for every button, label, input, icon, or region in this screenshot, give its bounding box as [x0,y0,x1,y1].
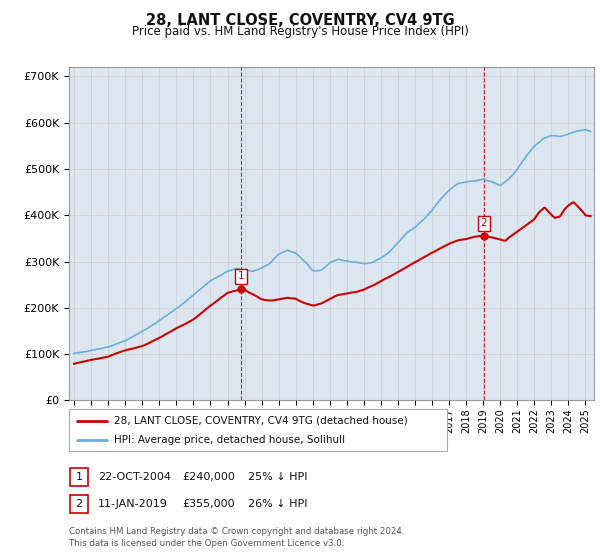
Text: 1: 1 [76,472,82,482]
Text: 2: 2 [76,499,82,509]
FancyBboxPatch shape [70,495,88,513]
Text: £240,000: £240,000 [182,472,235,482]
Text: HPI: Average price, detached house, Solihull: HPI: Average price, detached house, Soli… [115,435,346,445]
FancyBboxPatch shape [70,468,88,486]
Text: 28, LANT CLOSE, COVENTRY, CV4 9TG: 28, LANT CLOSE, COVENTRY, CV4 9TG [146,13,454,28]
Text: 11-JAN-2019: 11-JAN-2019 [98,499,167,509]
Text: £355,000: £355,000 [182,499,235,509]
Text: 22-OCT-2004: 22-OCT-2004 [98,472,171,482]
FancyBboxPatch shape [69,409,447,451]
Text: 2: 2 [481,218,487,228]
Text: 1: 1 [238,272,245,281]
Text: Contains HM Land Registry data © Crown copyright and database right 2024.
This d: Contains HM Land Registry data © Crown c… [69,527,404,548]
Text: 28, LANT CLOSE, COVENTRY, CV4 9TG (detached house): 28, LANT CLOSE, COVENTRY, CV4 9TG (detac… [115,416,408,426]
Text: 25% ↓ HPI: 25% ↓ HPI [248,472,307,482]
Text: Price paid vs. HM Land Registry's House Price Index (HPI): Price paid vs. HM Land Registry's House … [131,25,469,38]
Text: 26% ↓ HPI: 26% ↓ HPI [248,499,307,509]
